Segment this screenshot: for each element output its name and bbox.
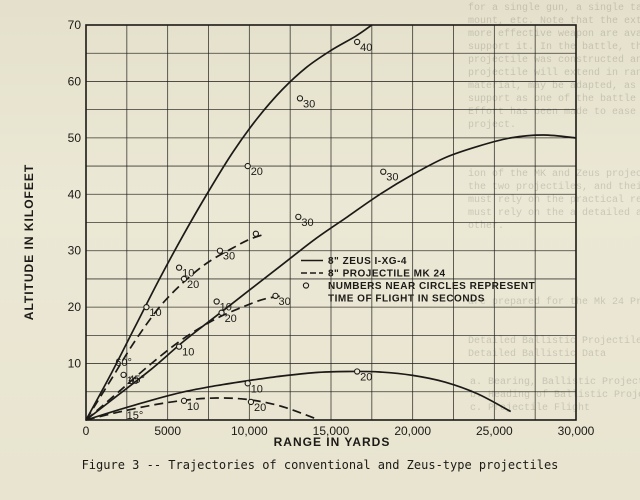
time-marker-label: 30 bbox=[386, 172, 398, 184]
time-marker bbox=[272, 292, 279, 300]
time-marker-label: 10 bbox=[251, 383, 263, 395]
time-marker bbox=[247, 398, 255, 406]
elevation-angle-label: 45° bbox=[128, 374, 145, 386]
time-marker-label: 30 bbox=[278, 296, 290, 308]
show-through-text: ion of the MK and Zeus projectiles and t… bbox=[468, 169, 640, 232]
y-tick-label: 20 bbox=[68, 300, 82, 314]
time-marker-label: 30 bbox=[301, 217, 313, 229]
x-tick-label: 0 bbox=[83, 424, 90, 438]
time-marker-label: 10 bbox=[149, 307, 161, 319]
y-tick-label: 30 bbox=[68, 244, 82, 258]
time-marker-label: 20 bbox=[187, 279, 199, 291]
time-marker-label: 10 bbox=[182, 347, 194, 359]
time-marker bbox=[252, 230, 260, 237]
legend-entry: 8" ZEUS I-XG-4 bbox=[328, 256, 407, 267]
x-tick-label: 10,000 bbox=[231, 424, 268, 438]
time-marker-label: 30 bbox=[303, 98, 315, 110]
time-marker-label: 20 bbox=[254, 402, 266, 414]
grid bbox=[85, 24, 577, 421]
x-tick-label: 30,000 bbox=[558, 424, 595, 438]
time-marker bbox=[180, 275, 188, 283]
time-marker bbox=[244, 380, 251, 387]
trajectory-curves bbox=[85, 24, 577, 421]
time-marker bbox=[180, 397, 188, 404]
y-tick-label: 70 bbox=[68, 18, 82, 32]
elevation-angle-label: 60° bbox=[115, 357, 132, 369]
mk24-trajectory-line bbox=[85, 295, 283, 421]
y-tick-label: 50 bbox=[68, 131, 82, 145]
time-marker bbox=[296, 95, 304, 102]
show-through-text: for a single gun, a single target, a sin… bbox=[468, 3, 640, 131]
time-marker bbox=[295, 213, 302, 221]
time-marker bbox=[213, 298, 220, 305]
time-marker-label: 20 bbox=[251, 166, 263, 178]
y-tick-label: 60 bbox=[68, 74, 82, 88]
figure-caption: Figure 3 -- Trajectories of conventional… bbox=[81, 458, 559, 472]
x-axis-title: RANGE IN YARDS bbox=[274, 435, 391, 449]
elevation-angle-label: 15° bbox=[127, 410, 144, 422]
time-marker bbox=[218, 309, 225, 316]
time-marker-label: 30 bbox=[223, 251, 235, 263]
legend-entry: TIME OF FLIGHT IN SECONDS bbox=[328, 294, 485, 305]
time-marker-label: 20 bbox=[360, 371, 372, 383]
time-marker-label: 10 bbox=[127, 375, 139, 387]
time-marker bbox=[143, 303, 150, 311]
time-marker-label: 40 bbox=[360, 42, 372, 54]
legend: 8" ZEUS I-XG-4 8" PROJECTILE MK 24NUMBERS… bbox=[301, 256, 535, 305]
x-tick-label: 15,000 bbox=[313, 424, 350, 438]
time-marker bbox=[353, 38, 361, 46]
axis-ticks: 0 5000 10,000 15,000 20,000 25,000 30,00010203… bbox=[68, 18, 595, 438]
show-through-text: a. Bearing, Ballistic Projectiles b. Hea… bbox=[470, 377, 640, 414]
time-marker bbox=[380, 168, 387, 175]
zeus-trajectory-line bbox=[85, 24, 373, 421]
legend-swatch bbox=[302, 282, 310, 289]
time-marker-label: 20 bbox=[225, 313, 237, 325]
time-marker bbox=[244, 162, 251, 170]
y-axis-title: ALTITUDE IN KILOFEET bbox=[22, 164, 36, 320]
time-marker bbox=[353, 368, 361, 375]
time-marker-label: 10 bbox=[187, 401, 199, 413]
y-tick-label: 10 bbox=[68, 357, 82, 371]
time-marker-label: 10 bbox=[220, 302, 232, 314]
time-marker bbox=[216, 247, 224, 254]
mk24-trajectory-line bbox=[85, 397, 315, 421]
legend-entry: NUMBERS NEAR CIRCLES REPRESENT bbox=[328, 281, 535, 292]
time-marker bbox=[175, 264, 183, 271]
time-marker bbox=[120, 371, 127, 379]
y-tick-label: 40 bbox=[68, 187, 82, 201]
zeus-trajectory-line bbox=[85, 370, 512, 421]
zeus-trajectory-line bbox=[85, 134, 577, 421]
x-tick-label: 5000 bbox=[154, 424, 181, 438]
legend-entry: 8" PROJECTILE MK 24 bbox=[328, 269, 446, 280]
x-tick-label: 25,000 bbox=[476, 424, 513, 438]
x-tick-label: 20,000 bbox=[394, 424, 431, 438]
time-marker bbox=[175, 343, 183, 350]
elevation-angle-labels: 60° 45° 15° bbox=[115, 357, 145, 422]
show-through-text: are prepared for the Mk 24 Projectile: D… bbox=[468, 297, 640, 360]
